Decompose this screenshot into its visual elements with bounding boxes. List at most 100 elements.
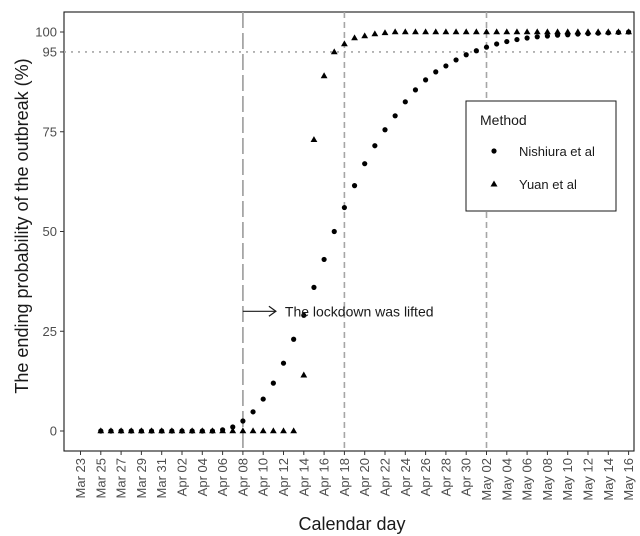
point-yuan <box>554 28 561 35</box>
point-nishiura <box>443 63 449 69</box>
point-nishiura <box>311 284 317 290</box>
legend-box <box>465 100 617 212</box>
point-nishiura <box>402 99 408 105</box>
x-tick-label: May 06 <box>520 458 535 501</box>
point-nishiura <box>392 113 398 119</box>
point-nishiura <box>544 33 551 39</box>
x-tick-label: Apr 12 <box>276 458 291 496</box>
point-yuan <box>351 34 358 41</box>
point-yuan <box>452 28 460 35</box>
reference-lines <box>64 12 634 451</box>
x-tick-label: May 08 <box>540 458 555 501</box>
point-nishiura <box>331 228 337 235</box>
y-tick-label: 95 <box>43 44 57 59</box>
point-nishiura <box>250 409 256 415</box>
x-tick-label: Apr 22 <box>378 458 393 496</box>
x-tick-label: Apr 06 <box>215 458 230 496</box>
point-yuan <box>138 427 145 434</box>
point-yuan <box>432 28 440 35</box>
x-tick-label: May 04 <box>499 458 514 501</box>
point-yuan <box>483 28 490 35</box>
x-tick-label: Apr 24 <box>398 458 413 496</box>
x-tick-label: May 02 <box>479 458 494 501</box>
point-yuan <box>503 28 511 35</box>
point-nishiura <box>341 204 347 211</box>
point-yuan <box>158 427 166 434</box>
annotation-text: The lockdown was lifted <box>285 303 434 319</box>
point-yuan <box>229 427 237 434</box>
y-tick-label: 75 <box>43 124 57 139</box>
x-tick-label: Mar 25 <box>93 458 108 498</box>
point-yuan <box>148 427 155 434</box>
point-nishiura <box>534 34 540 40</box>
x-tick-label: Apr 18 <box>337 458 352 496</box>
point-nishiura <box>433 69 439 75</box>
x-tick-label: Apr 10 <box>256 458 271 496</box>
point-yuan <box>391 28 399 35</box>
point-yuan <box>381 29 389 36</box>
x-tick-label: Apr 28 <box>438 458 453 496</box>
point-yuan <box>117 427 125 434</box>
point-nishiura <box>270 380 276 386</box>
point-yuan <box>168 427 176 434</box>
point-nishiura <box>463 52 469 58</box>
point-nishiura <box>351 183 358 189</box>
point-nishiura <box>412 87 419 93</box>
point-yuan <box>615 28 622 35</box>
legend-key-yuan <box>490 180 498 187</box>
x-tick-label: May 10 <box>560 458 575 501</box>
point-nishiura <box>280 360 287 366</box>
point-yuan <box>209 427 216 434</box>
point-yuan <box>462 28 470 35</box>
point-yuan <box>280 427 287 434</box>
plot-border <box>63 11 635 452</box>
point-yuan <box>422 28 429 35</box>
point-nishiura <box>494 41 500 47</box>
point-yuan <box>249 427 257 434</box>
point-yuan <box>320 72 328 79</box>
point-yuan <box>544 28 551 35</box>
point-yuan <box>259 427 267 434</box>
point-nishiura <box>453 57 459 63</box>
y-tick-label: 0 <box>50 424 57 439</box>
point-yuan <box>442 28 450 35</box>
x-tick-label: Mar 29 <box>134 458 149 498</box>
plot-area <box>63 11 635 452</box>
annotation-arrow-head <box>268 305 277 317</box>
x-tick-label: May 12 <box>581 458 596 501</box>
point-yuan <box>412 28 419 35</box>
x-tick-label: Apr 26 <box>418 458 433 496</box>
point-yuan <box>188 427 196 434</box>
x-tick-label: Mar 31 <box>154 458 169 498</box>
point-nishiura <box>321 256 327 263</box>
legend-key-nishiura <box>491 148 497 154</box>
point-yuan <box>127 427 135 434</box>
point-nishiura <box>514 36 520 43</box>
point-yuan <box>198 427 206 434</box>
point-nishiura <box>362 161 368 167</box>
x-tick-label: Mar 27 <box>114 458 129 498</box>
y-tick-label: 50 <box>43 224 57 239</box>
point-nishiura <box>382 127 388 133</box>
x-axis-title: Calendar day <box>298 514 405 534</box>
x-tick-label: Apr 20 <box>357 458 372 496</box>
point-nishiura <box>301 312 307 318</box>
x-tick-label: May 14 <box>601 458 616 501</box>
point-yuan <box>472 28 480 35</box>
point-yuan <box>513 28 521 35</box>
point-yuan <box>523 28 531 35</box>
lockdown-annotation: The lockdown was lifted <box>242 303 434 319</box>
x-tick-label: Mar 23 <box>73 458 88 498</box>
y-tick-label: 100 <box>35 25 57 40</box>
x-tick-label: May 16 <box>621 458 636 501</box>
point-yuan <box>564 28 572 35</box>
point-yuan <box>594 28 602 35</box>
point-nishiura <box>230 424 236 430</box>
x-tick-label: Apr 30 <box>459 458 474 496</box>
point-nishiura <box>372 143 378 149</box>
point-yuan <box>269 427 277 434</box>
point-yuan <box>219 427 226 434</box>
point-yuan <box>178 427 186 434</box>
point-nishiura <box>260 396 266 402</box>
